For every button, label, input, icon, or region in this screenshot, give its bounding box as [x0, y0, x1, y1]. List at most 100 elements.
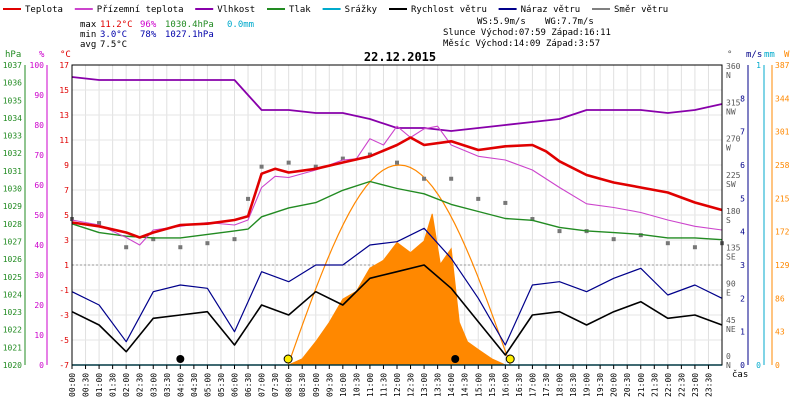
axis-dir-tick-label: 45: [726, 316, 736, 325]
x-tick-label: 13:00: [420, 373, 429, 397]
x-tick-label: 00:30: [82, 373, 91, 397]
x-tick-label: 09:30: [325, 373, 334, 397]
unit-ms: m/s: [746, 50, 762, 60]
legend-label: Náraz větru: [521, 5, 581, 15]
axis-dir-tick-name: E: [726, 289, 731, 298]
axis-hpa-tick-label: 1036: [3, 79, 22, 88]
x-tick-label: 20:30: [623, 373, 632, 397]
legend-label: Rychlost větru: [411, 5, 487, 15]
x-tick-label: 13:30: [434, 373, 443, 397]
wind-dir-point: [367, 152, 372, 157]
wind-dir-point: [124, 245, 129, 250]
stats-min-label: min: [80, 30, 96, 40]
x-tick-label: 01:30: [109, 373, 118, 397]
axis-dir-tick-label: 270: [726, 135, 741, 144]
axis-deg-tick-label: -7: [59, 361, 69, 370]
wind-dir-point: [313, 164, 318, 169]
series-temperature: [71, 136, 723, 239]
axis-w-tick-label: 258: [775, 161, 790, 170]
axis-w-tick-label: 129: [775, 261, 790, 270]
axis-hpa-tick-label: 1032: [3, 149, 22, 158]
x-tick-label: 05:30: [217, 373, 226, 397]
axis-ms-tick-label: 5: [740, 194, 745, 203]
axis-w-tick-label: 215: [775, 194, 790, 203]
x-tick-label: 01:00: [95, 373, 104, 397]
axis-pct-tick-label: 50: [34, 211, 44, 220]
axis-pct-tick-label: 90: [34, 91, 44, 100]
axis-dir-tick-name: W: [726, 144, 731, 153]
axis-deg-tick-label: 9: [64, 161, 69, 170]
wind-dir-point: [665, 241, 670, 246]
moon-marker: [176, 355, 185, 363]
stats-avg-label: avg: [80, 40, 96, 50]
x-tick-label: 14:00: [447, 373, 456, 397]
axis-deg-tick-label: 11: [59, 136, 69, 145]
info-moon: Měsíc Východ:14:09 Západ:3:57: [443, 39, 600, 49]
wind-dir-point: [97, 221, 102, 226]
plot-area: [70, 64, 724, 366]
wind-dir-point: [259, 164, 264, 169]
axis-deg-tick-label: 3: [64, 236, 69, 245]
axis-w-tick-label: 301: [775, 128, 790, 137]
axis-hpa-tick-label: 1035: [3, 96, 22, 105]
axis-ms-tick-label: 3: [740, 261, 745, 270]
x-tick-label: 23:00: [691, 373, 700, 397]
axis-pct-tick-label: 70: [34, 151, 44, 160]
wind-dir-point: [232, 237, 237, 242]
legend-label: Přízemní teplota: [97, 5, 184, 15]
unit-pct: %: [39, 50, 45, 60]
axis-ms-tick-label: 0: [740, 361, 745, 370]
axis-dir-tick-name: N: [726, 361, 731, 370]
x-tick-label: 07:30: [271, 373, 280, 397]
legend-label: Vlhkost: [217, 5, 255, 15]
x-tick-label: 15:00: [474, 373, 483, 397]
axis-pct-tick-label: 40: [34, 241, 44, 250]
x-tick-label: 21:30: [650, 373, 659, 397]
unit-w: W: [784, 50, 790, 60]
axis-w-tick-label: 172: [775, 228, 790, 237]
stats-max-label: max: [80, 20, 97, 30]
stats-max-temp: 11.2°C: [100, 20, 133, 30]
series-wind: [71, 264, 723, 356]
x-tick-label: 14:30: [461, 373, 470, 397]
axis-hpa-tick-label: 1022: [3, 326, 22, 335]
info-ws: WS:5.9m/s: [477, 17, 526, 27]
x-tick-label: 00:00: [68, 373, 77, 397]
axis-mm-tick-label: 1: [756, 61, 761, 70]
x-tick-label: 10:30: [352, 373, 361, 397]
wind-dir-point: [178, 245, 183, 250]
x-tick-label: 18:30: [569, 373, 578, 397]
legend-label: Směr větru: [614, 5, 668, 15]
axis-deg-tick-label: 5: [64, 211, 69, 220]
axis-dir-tick-name: S: [726, 216, 731, 225]
axis-dir-tick-label: 360: [726, 62, 741, 71]
chart-date: 22.12.2015: [364, 50, 436, 64]
x-tick-label: 05:00: [203, 373, 212, 397]
axis-pct-tick-label: 100: [30, 61, 45, 70]
axis-pct-tick-label: 60: [34, 181, 44, 190]
wind-dir-point: [246, 196, 251, 201]
info-wg: WG:7.7m/s: [545, 17, 594, 27]
axis-hpa-tick-label: 1029: [3, 202, 22, 211]
x-tick-label: 03:00: [149, 373, 158, 397]
wind-dir-point: [340, 156, 345, 161]
axis-dir-tick-label: 315: [726, 98, 741, 107]
unit-hpa: hPa: [5, 50, 21, 60]
axis-hpa-tick-label: 1027: [3, 237, 22, 246]
x-tick-label: 03:30: [163, 373, 172, 397]
axis-dir-tick-label: 225: [726, 171, 741, 180]
axis-hpa-tick-label: 1034: [3, 114, 22, 123]
unit-dir: °: [727, 50, 732, 60]
wind-dir-point: [151, 237, 156, 242]
axis-ms-tick-label: 1: [740, 328, 745, 337]
x-tick-label: 02:00: [122, 373, 131, 397]
axis-deg-tick-label: -3: [59, 311, 69, 320]
x-tick-label: 17:00: [528, 373, 537, 397]
x-tick-label: 08:00: [285, 373, 294, 397]
x-tick-label: 12:00: [393, 373, 402, 397]
stats-block: max 11.2°C 96% 1030.4hPa 0.0mm min 3.0°C…: [80, 20, 254, 50]
axis-hpa-tick-label: 1030: [3, 185, 22, 194]
wind-dir-point: [611, 237, 616, 242]
axis-dir-tick-name: NE: [726, 325, 736, 334]
axis-unit-headers: hPa % °C ° m/s mm W čas: [5, 50, 790, 380]
